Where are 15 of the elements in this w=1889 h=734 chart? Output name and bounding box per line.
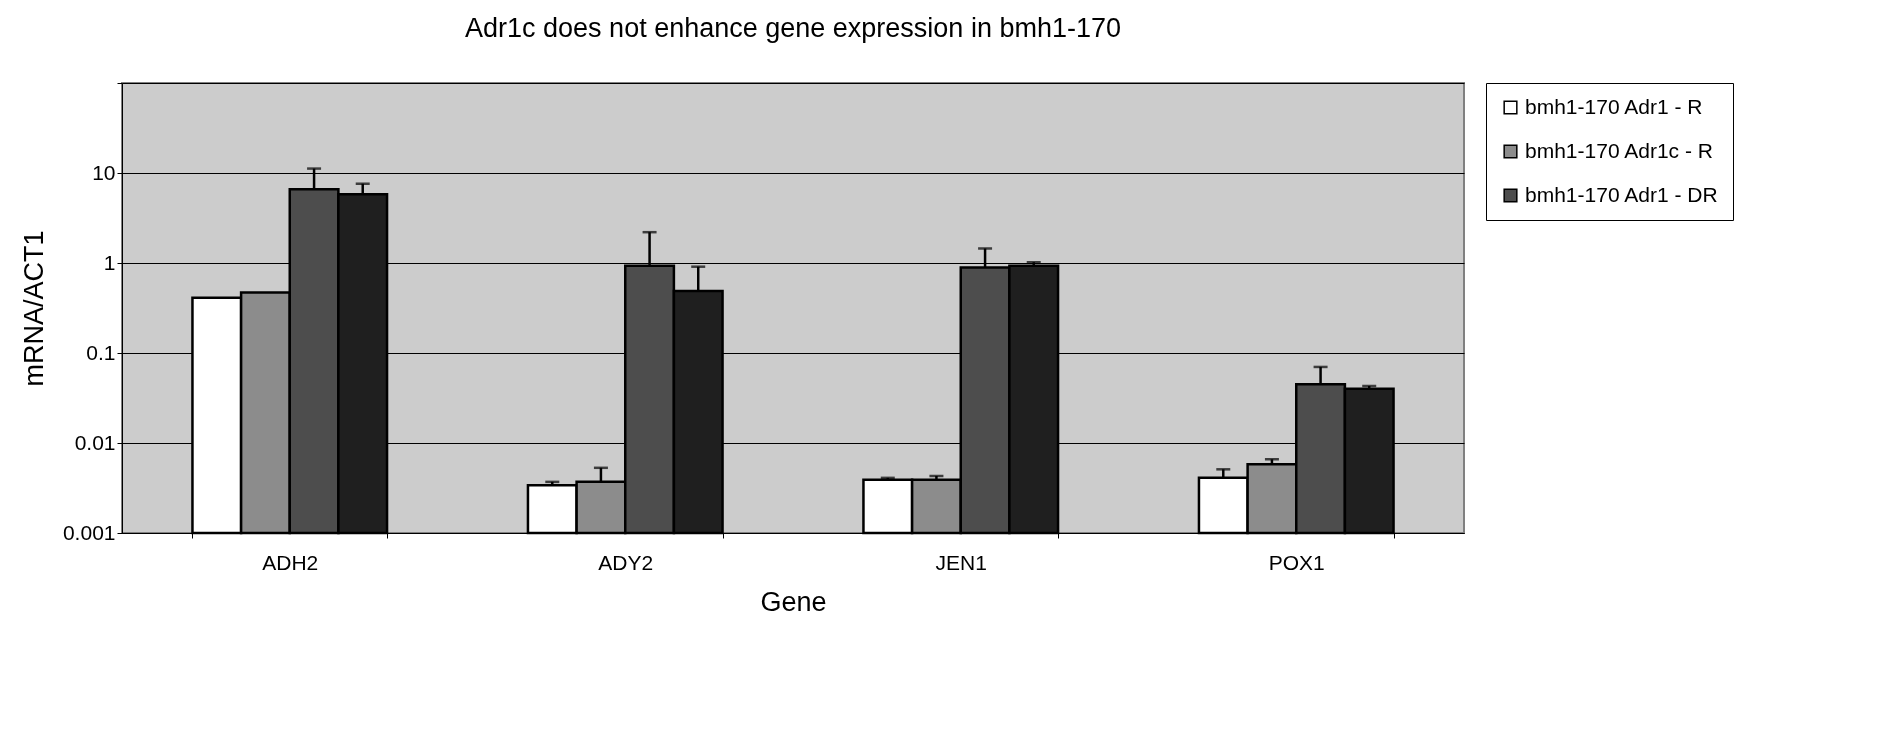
- y-axis-title: mRNA/ACT1: [18, 230, 49, 387]
- y-tick-label: 1: [103, 250, 116, 274]
- y-tick-label: 10: [92, 160, 116, 184]
- y-tick-label: 0.001: [62, 520, 116, 544]
- x-tick-label: ADH2: [262, 550, 319, 574]
- x-tick-label: JEN1: [935, 550, 987, 574]
- chart-title: Adr1c does not enhance gene expression in bmh1-170: [465, 12, 1121, 43]
- x-tick-label: POX1: [1268, 550, 1325, 574]
- y-tick-label: 0.1: [86, 340, 116, 364]
- x-tick-label: ADY2: [598, 550, 654, 574]
- legend-label: bmh1-170 Adr1c - R: [1525, 138, 1713, 162]
- legend-label: bmh1-170 Adr1 - R: [1525, 94, 1703, 118]
- x-axis-title: Gene: [760, 586, 827, 617]
- legend-label: bmh1-170 Adr1 - DR: [1525, 182, 1718, 206]
- y-tick-label: 0.01: [74, 430, 116, 454]
